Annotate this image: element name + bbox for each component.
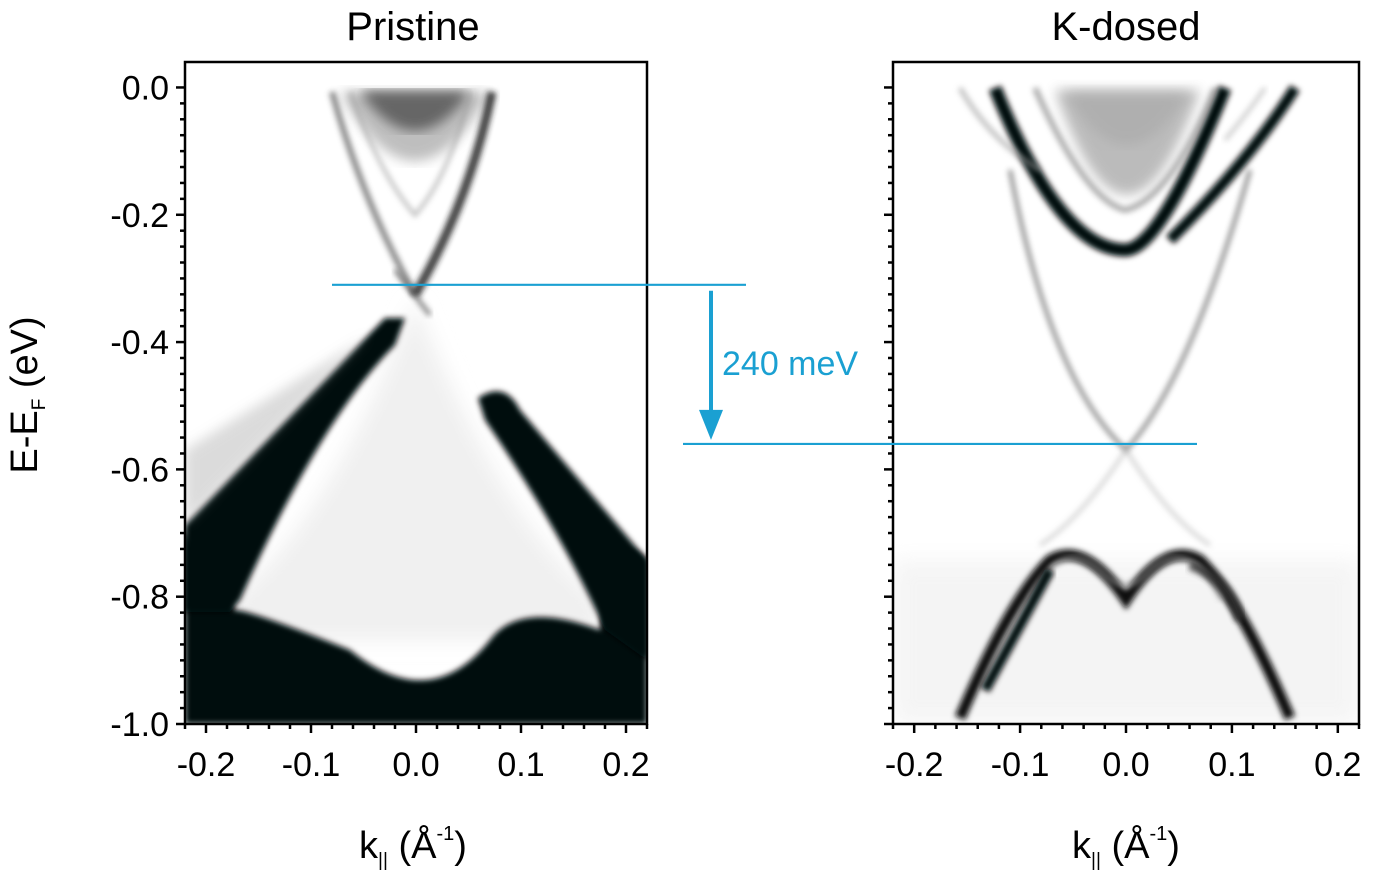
x-tick-label: 0.1 — [497, 746, 544, 784]
pristine-x-ticks: -0.2 -0.1 0.0 0.1 0.2 — [177, 724, 650, 784]
kdosed-y-ticks — [884, 86, 893, 726]
x-tick-label: 0.2 — [602, 746, 649, 784]
x-tick-label: 0.0 — [1102, 746, 1149, 784]
kdosed-title: K-dosed — [1052, 5, 1201, 49]
x-tick-label: -0.2 — [885, 746, 944, 784]
y-axis-label: E-EF (eV) — [4, 316, 50, 473]
y-tick-label: -0.8 — [110, 579, 169, 617]
shift-label: 240 meV — [722, 345, 858, 383]
shift-arrow-head — [699, 409, 723, 440]
kdosed-x-ticks: -0.2 -0.1 0.0 0.1 0.2 — [885, 724, 1361, 784]
pristine-y-ticks: 0.0 -0.2 -0.4 -0.6 -0.8 -1.0 — [110, 69, 185, 744]
kdosed-x-label: k|| (Å-1) — [1072, 823, 1180, 871]
pristine-panel: Pristine 0.0-0.2-0.4-0.6-0 — [110, 5, 649, 871]
y-tick-label: 0.0 — [122, 69, 169, 107]
y-tick-label: -1.0 — [110, 706, 169, 744]
y-tick-label: -0.2 — [110, 197, 169, 235]
pristine-x-label: k|| (Å-1) — [359, 823, 467, 871]
dirac-shift-annotation: 240 meV — [332, 283, 1197, 446]
y-tick-label: -0.6 — [110, 451, 169, 489]
pristine-intensity-map — [185, 62, 647, 724]
kdosed-panel: K-dosed — [884, 5, 1361, 871]
kdosed-intensity-map — [893, 62, 1359, 724]
x-tick-label: 0.1 — [1208, 746, 1255, 784]
x-tick-label: -0.1 — [282, 746, 341, 784]
y-tick-label: -0.4 — [110, 324, 169, 362]
x-tick-label: -0.2 — [177, 746, 236, 784]
pristine-title: Pristine — [346, 5, 479, 49]
x-tick-label: 0.2 — [1314, 746, 1361, 784]
x-tick-label: 0.0 — [392, 746, 439, 784]
x-tick-label: -0.1 — [991, 746, 1050, 784]
